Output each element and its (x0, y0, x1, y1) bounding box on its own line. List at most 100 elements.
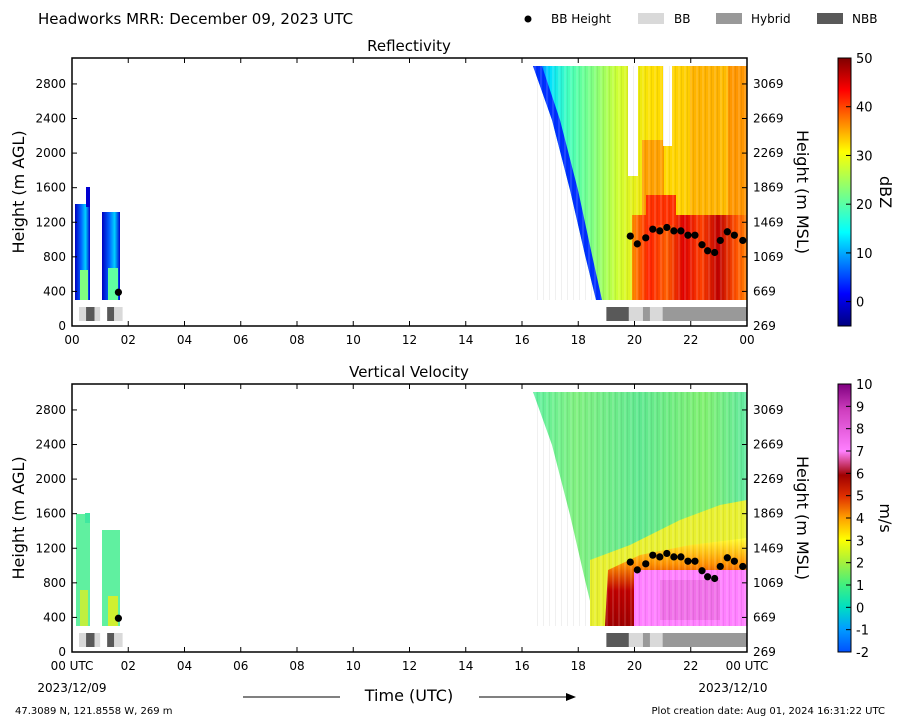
reflectivity-y-tick-label: 800 (43, 250, 66, 264)
reflectivity-early-echo-base-1 (80, 270, 88, 300)
reflectivity-y-tick-label: 1200 (35, 215, 66, 229)
velocity-y-axis-left: 0 400 800 1200 1600 2000 2400 2800 (35, 403, 77, 659)
reflectivity-bb-class-segment (94, 307, 101, 321)
velocity-bb-height-point (739, 562, 747, 571)
reflectivity-x-tick-label: 20 (627, 333, 642, 347)
velocity-bb-height-point (642, 560, 650, 568)
reflectivity-bb-class-segment (628, 307, 643, 321)
time-arrow-head (566, 693, 576, 701)
reflectivity-panel: Reflectivity 00 02 04 06 08 10 12 14 16 18 2 (9, 37, 895, 347)
velocity-y-tick-label-right: 1869 (753, 507, 784, 521)
velocity-colorbar-tick-label: 6 (856, 467, 864, 482)
reflectivity-colorbar-tick-label: 40 (856, 101, 873, 116)
reflectivity-x-tick-label: 00 (739, 333, 754, 347)
velocity-colorbar-tick-label: 4 (856, 512, 864, 527)
velocity-bb-height-point (684, 557, 692, 565)
velocity-x-tick-label: 00 UTC (51, 659, 94, 673)
reflectivity-x-tick-label: 12 (402, 333, 417, 347)
velocity-y-axis-right: 269 669 1069 1469 1869 2269 2669 3069 (742, 403, 784, 659)
reflectivity-bb-height-point (626, 232, 634, 240)
station-location: 47.3089 N, 121.8558 W, 269 m (15, 706, 173, 717)
velocity-bb-class-segment (79, 633, 87, 647)
reflectivity-y-tick-label-right: 669 (753, 284, 776, 298)
plot-creation-date: Plot creation date: Aug 01, 2024 16:31:2… (652, 706, 885, 717)
velocity-y-tick-label-right: 1469 (753, 541, 784, 555)
velocity-x-tick-label: 02 (121, 659, 136, 673)
reflectivity-bb-class-segment (107, 307, 115, 321)
reflectivity-bb-height-point (691, 231, 699, 239)
velocity-y-tick-label: 0 (58, 645, 66, 659)
legend-bb-label: BB (674, 12, 690, 26)
reflectivity-x-axis: 00 02 04 06 08 10 12 14 16 18 20 22 00 (64, 58, 755, 347)
velocity-y-tick-label-right: 3069 (753, 403, 784, 417)
velocity-bb-class-segment (628, 633, 643, 647)
reflectivity-y-tick-label-right: 1069 (753, 250, 784, 264)
reflectivity-bb-height-point (716, 236, 724, 245)
reflectivity-bb-height-point (723, 228, 731, 236)
velocity-y-tick-label-right: 269 (753, 645, 776, 659)
reflectivity-x-tick-label: 10 (346, 333, 361, 347)
reflectivity-y-tick-label-right: 269 (753, 319, 776, 333)
velocity-y-tick-label: 2800 (35, 403, 66, 417)
reflectivity-y-tick-label-right: 2269 (753, 146, 784, 160)
velocity-x-tick-label: 00 UTC (726, 659, 769, 673)
reflectivity-x-tick-label: 18 (571, 333, 586, 347)
velocity-y-tick-label: 400 (43, 610, 66, 624)
velocity-bb-class-segment (606, 633, 629, 647)
end-date: 2023/12/10 (698, 681, 767, 695)
reflectivity-bb-class-segment (606, 307, 629, 321)
velocity-bb-height-point (716, 562, 724, 571)
reflectivity-bb-height-point (656, 227, 664, 235)
velocity-x-tick-label: 14 (458, 659, 473, 673)
reflectivity-early-echo-base-2 (108, 268, 118, 300)
velocity-y-label-right: Height (m MSL) (793, 456, 812, 580)
reflectivity-bb-height-point (698, 241, 706, 249)
velocity-x-tick-label: 06 (233, 659, 248, 673)
velocity-colorbar-tick-label: -2 (856, 646, 869, 661)
velocity-x-tick-label: 18 (571, 659, 586, 673)
velocity-colorbar-tick-label: 7 (856, 445, 864, 460)
reflectivity-y-tick-label: 0 (58, 319, 66, 333)
velocity-bb-height-point (663, 549, 671, 558)
velocity-y-label: Height (m AGL) (9, 456, 28, 579)
velocity-colorbar-tick-label: 0 (856, 601, 864, 616)
velocity-y-tick-label-right: 669 (753, 610, 776, 624)
reflectivity-colorbar-tick-label: 50 (856, 52, 873, 67)
reflectivity-y-tick-label: 2800 (35, 77, 66, 91)
velocity-bb-class-segment (662, 633, 747, 647)
velocity-bb-height-point (626, 558, 634, 566)
reflectivity-bb-class-segment (642, 307, 650, 321)
velocity-colorbar-tick-label: 5 (856, 490, 864, 505)
figure-title: Headworks MRR: December 09, 2023 UTC (38, 10, 353, 28)
reflectivity-bb-height-point (730, 231, 738, 239)
reflectivity-streak-overlay (533, 66, 747, 300)
reflectivity-y-tick-label: 2000 (35, 146, 66, 160)
velocity-early-echo-base-1 (80, 590, 88, 626)
velocity-colorbar-tick-label: 8 (856, 423, 864, 438)
reflectivity-bb-class-segment (114, 307, 123, 321)
reflectivity-x-tick-label: 14 (458, 333, 473, 347)
reflectivity-title: Reflectivity (367, 37, 451, 55)
reflectivity-x-tick-label: 06 (233, 333, 248, 347)
velocity-x-tick-label: 10 (346, 659, 361, 673)
reflectivity-colorbar-label: dBZ (876, 176, 895, 208)
reflectivity-y-tick-label: 400 (43, 284, 66, 298)
reflectivity-bb-height-point (649, 225, 657, 233)
reflectivity-bb-height-point (663, 223, 671, 232)
velocity-x-tick-label: 22 (683, 659, 698, 673)
velocity-bb-height-point (649, 551, 657, 559)
reflectivity-bb-height-point (670, 227, 678, 235)
velocity-x-tick-label: 16 (514, 659, 529, 673)
reflectivity-bb-class-segment (662, 307, 747, 321)
velocity-y-tick-label-right: 2669 (753, 438, 784, 452)
legend-bb-box (638, 13, 664, 24)
velocity-bb-height-point (723, 554, 731, 562)
time-axis-label: Time (UTC) (364, 686, 453, 705)
reflectivity-bb-class-segment (86, 307, 95, 321)
velocity-streak-overlay (533, 392, 747, 626)
velocity-bb-height-points (114, 549, 747, 622)
reflectivity-colorbar-tick-label: 0 (856, 296, 864, 311)
velocity-x-tick-label: 12 (402, 659, 417, 673)
